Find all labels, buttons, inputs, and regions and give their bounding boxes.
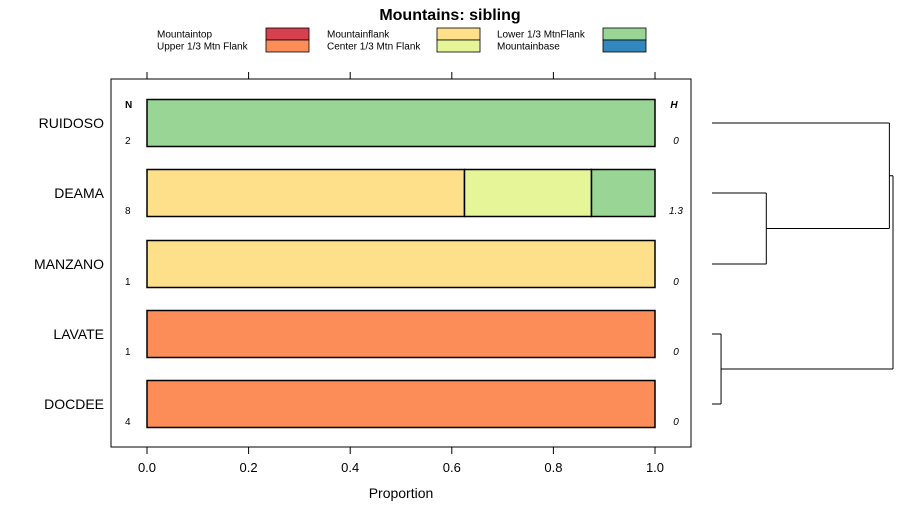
n-header: N: [125, 100, 132, 111]
x-axis-title: Proportion: [369, 485, 434, 501]
bar-segment: [146, 98, 656, 148]
legend-swatch: [602, 27, 647, 41]
h-value: 0: [673, 277, 679, 288]
n-value: 2: [125, 136, 131, 147]
legend-label: Mountainbase: [497, 42, 560, 53]
legend-label: Upper 1/3 Mtn Flank: [157, 42, 249, 53]
bar-segment: [146, 379, 656, 429]
n-value: 1: [125, 277, 131, 288]
x-tick-label: 0.6: [443, 460, 461, 475]
dendrogram: [712, 122, 894, 405]
chart-title: Mountains: sibling: [379, 7, 520, 24]
category-label: RUIDOSO: [39, 115, 104, 131]
x-tick-label: 0.8: [544, 460, 562, 475]
category-label: DEAMA: [54, 185, 104, 201]
bar-segment: [146, 309, 656, 359]
h-header: H: [670, 100, 678, 111]
category-label: LAVATE: [53, 326, 104, 342]
legend-swatch: [265, 39, 310, 53]
bar-segment: [146, 168, 466, 218]
n-value: 8: [125, 206, 131, 217]
h-value: 1.3: [669, 206, 683, 217]
n-value: 4: [125, 417, 131, 428]
legend-label: Lower 1/3 MtnFlank: [497, 30, 586, 41]
legend-swatch: [265, 27, 310, 41]
h-value: 0: [673, 136, 679, 147]
legend-label: Mountaintop: [157, 30, 212, 41]
n-value: 1: [125, 347, 131, 358]
x-tick-label: 0.4: [341, 460, 359, 475]
x-axis: 0.0 0.2 0.4 0.6 0.8 1.0: [138, 72, 664, 475]
legend-swatch: [436, 39, 481, 53]
x-tick-label: 0.0: [138, 460, 156, 475]
bars: RUIDOSO 2 0 DEAMA 8 1.3 MANZANO 1 0 LAVATE 1 0 DOCDE…: [34, 98, 683, 429]
h-value: 0: [673, 417, 679, 428]
x-tick-label: 0.2: [240, 460, 258, 475]
bar-segment: [146, 239, 656, 289]
bar-segment: [463, 168, 593, 218]
x-tick-label: 1.0: [646, 460, 664, 475]
plot-frame: [110, 78, 692, 448]
legend-swatch: [602, 39, 647, 53]
h-value: 0: [673, 347, 679, 358]
category-label: DOCDEE: [44, 396, 104, 412]
legend-label: Center 1/3 Mtn Flank: [327, 42, 421, 53]
category-label: MANZANO: [34, 256, 104, 272]
bar-segment: [590, 168, 656, 218]
legend-label: Mountainflank: [327, 30, 390, 41]
legend-swatch: [436, 27, 481, 41]
